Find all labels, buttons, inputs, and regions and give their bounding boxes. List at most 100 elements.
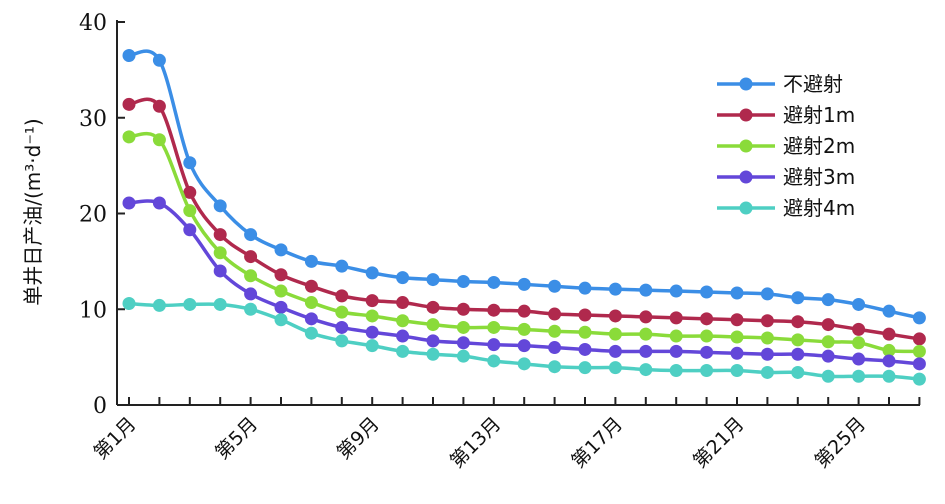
legend-marker — [739, 77, 753, 91]
y-tick-label: 40 — [79, 11, 107, 36]
data-point — [912, 332, 926, 346]
data-point — [304, 279, 318, 293]
data-point — [152, 196, 166, 210]
data-point — [608, 282, 622, 296]
data-point — [517, 357, 531, 371]
data-point — [335, 334, 349, 348]
data-point — [396, 271, 410, 285]
data-point — [365, 294, 379, 308]
data-point — [274, 313, 288, 327]
legend-item: 不避射 — [717, 72, 843, 96]
data-point — [578, 361, 592, 375]
data-point — [730, 364, 744, 378]
data-point — [426, 300, 440, 314]
x-tick-label: 第9月 — [333, 413, 384, 464]
data-point — [791, 365, 805, 379]
legend-marker — [739, 139, 753, 153]
y-tick-label: 0 — [93, 394, 107, 419]
data-point — [760, 287, 774, 301]
series-layer — [122, 49, 926, 386]
y-tick-label: 10 — [79, 298, 107, 323]
data-point — [487, 338, 501, 352]
data-point — [304, 312, 318, 326]
legend-label: 不避射 — [783, 72, 843, 96]
data-point — [608, 344, 622, 358]
data-point — [426, 273, 440, 287]
data-point — [365, 325, 379, 339]
data-point — [183, 185, 197, 199]
data-point — [213, 297, 227, 311]
data-point — [456, 336, 470, 350]
data-point — [213, 264, 227, 278]
data-point — [821, 318, 835, 332]
legend-marker — [739, 170, 753, 184]
data-point — [244, 302, 258, 316]
data-point — [669, 344, 683, 358]
data-point — [700, 345, 714, 359]
x-tick-label: 第17月 — [567, 413, 627, 473]
data-point — [244, 287, 258, 301]
legend-item: 避射1m — [717, 103, 855, 127]
data-point — [152, 53, 166, 67]
data-point — [213, 199, 227, 213]
data-point — [760, 314, 774, 328]
legend-label: 避射4m — [783, 196, 855, 220]
data-point — [912, 372, 926, 386]
data-point — [578, 325, 592, 339]
data-point — [730, 346, 744, 360]
data-point — [456, 274, 470, 288]
data-point — [365, 309, 379, 323]
data-point — [244, 228, 258, 242]
data-point — [639, 344, 653, 358]
x-tick-label: 第13月 — [446, 413, 506, 473]
data-point — [548, 279, 562, 293]
series-5 — [122, 297, 926, 386]
data-point — [548, 341, 562, 355]
data-point — [669, 329, 683, 343]
data-point — [669, 284, 683, 298]
data-point — [669, 364, 683, 378]
legend-label: 避射1m — [783, 103, 855, 127]
legend-item: 避射3m — [717, 165, 855, 189]
y-axis-title: 单井日产油/(m³·d⁻¹) — [21, 118, 45, 305]
data-point — [456, 302, 470, 316]
data-point — [304, 296, 318, 310]
data-point — [122, 297, 136, 311]
x-tick-label: 第1月 — [90, 413, 141, 464]
data-point — [456, 349, 470, 363]
data-point — [244, 269, 258, 283]
data-point — [821, 293, 835, 307]
data-point — [517, 304, 531, 318]
data-point — [304, 326, 318, 340]
series-2 — [122, 97, 926, 346]
data-point — [335, 259, 349, 273]
data-point — [791, 315, 805, 329]
data-point — [578, 342, 592, 356]
data-point — [152, 99, 166, 113]
data-point — [396, 344, 410, 358]
data-point — [548, 360, 562, 374]
data-point — [639, 327, 653, 341]
data-point — [730, 330, 744, 344]
data-point — [791, 291, 805, 305]
data-point — [821, 349, 835, 363]
data-point — [639, 310, 653, 324]
series-3 — [122, 130, 926, 358]
legend-label: 避射2m — [783, 134, 855, 158]
x-axis-ticks: 第1月 第5月 第9月 第13月 第17月 第21月 第25月 — [90, 397, 921, 473]
data-point — [760, 365, 774, 379]
data-point — [365, 339, 379, 353]
data-point — [152, 133, 166, 147]
x-tick-label: 第25月 — [811, 413, 871, 473]
legend-label: 避射3m — [783, 165, 855, 189]
data-point — [852, 297, 866, 311]
data-point — [304, 254, 318, 268]
data-point — [608, 309, 622, 323]
data-point — [760, 347, 774, 361]
data-point — [730, 286, 744, 300]
y-axis-ticks: 0 10 20 30 40 — [79, 11, 125, 419]
x-tick-label: 第21月 — [689, 413, 749, 473]
data-point — [548, 324, 562, 338]
